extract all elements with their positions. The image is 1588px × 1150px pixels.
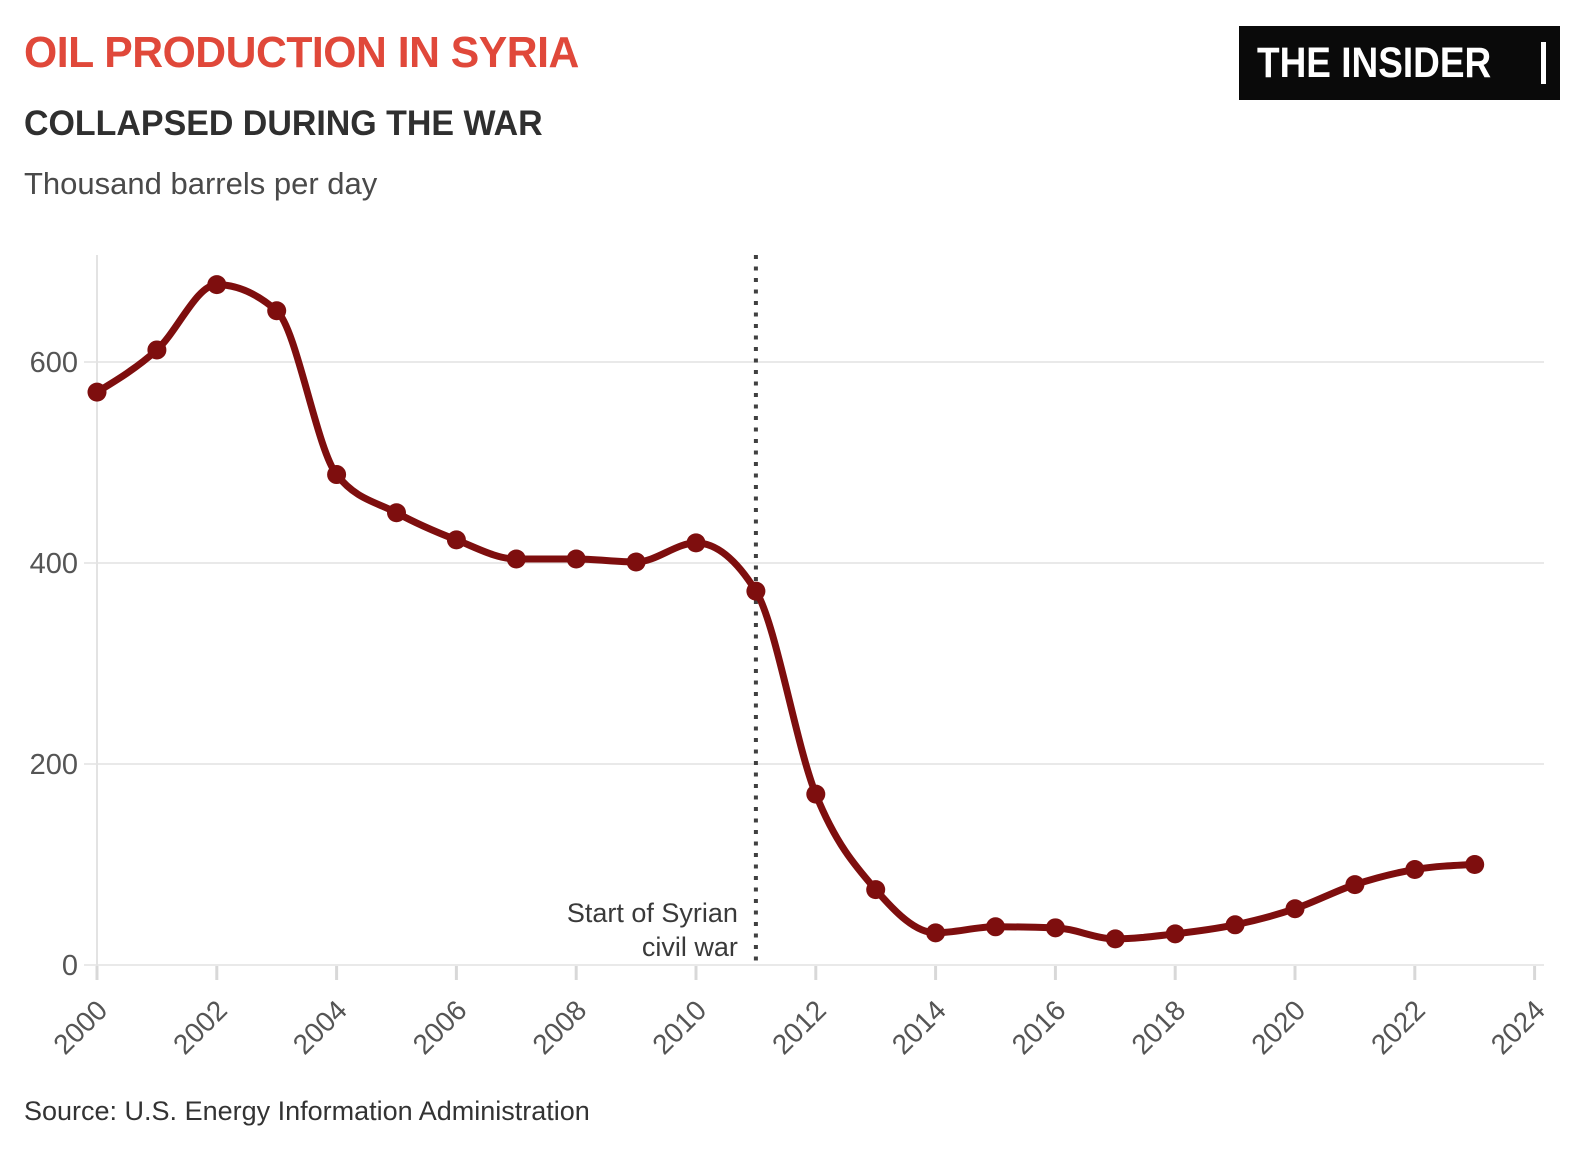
source-credit: Source: U.S. Energy Information Administ… xyxy=(24,1096,590,1126)
data-point xyxy=(147,340,167,360)
x-tick-label: 2012 xyxy=(766,994,832,1060)
data-point xyxy=(387,503,406,523)
brand-logo: THE INSIDER xyxy=(1238,26,1560,100)
data-point xyxy=(1225,915,1245,935)
data-point xyxy=(686,533,706,553)
data-point xyxy=(1105,929,1125,949)
x-tick-label: 2018 xyxy=(1125,994,1191,1060)
y-tick-label: 200 xyxy=(30,749,78,781)
page-title: OIL PRODUCTION IN SYRIA xyxy=(24,28,579,77)
x-tick-label: 2006 xyxy=(407,994,473,1060)
data-point xyxy=(746,581,766,601)
x-tick-label: 2004 xyxy=(287,994,353,1060)
data-point xyxy=(1285,899,1305,919)
y-tick-label: 0 xyxy=(62,950,78,982)
x-tick-label: 2014 xyxy=(886,994,952,1060)
x-tick-label: 2022 xyxy=(1365,994,1431,1060)
production-line xyxy=(93,281,1479,943)
data-point xyxy=(207,275,227,295)
brand-logo-bar-icon xyxy=(1541,42,1546,84)
data-point xyxy=(446,530,466,550)
y-tick-label: 400 xyxy=(30,548,78,580)
brand-logo-text: THE INSIDER xyxy=(1256,38,1491,87)
x-tick-label: 2016 xyxy=(1006,994,1072,1060)
data-point xyxy=(1345,875,1365,895)
data-point xyxy=(566,549,586,569)
data-point xyxy=(1405,860,1425,880)
x-tick-label: 2020 xyxy=(1245,994,1311,1060)
data-point xyxy=(986,917,1005,937)
x-tick-label: 2010 xyxy=(646,994,712,1060)
data-point xyxy=(866,880,886,900)
data-point xyxy=(1045,918,1065,938)
data-point xyxy=(87,382,107,402)
x-tick-label: 2000 xyxy=(47,994,113,1060)
page-subtitle: COLLAPSED DURING THE WAR xyxy=(24,104,543,143)
data-point xyxy=(267,301,287,321)
civil-war-annotation-line: civil war xyxy=(642,932,738,962)
data-point xyxy=(806,784,826,804)
x-tick-label: 2024 xyxy=(1485,994,1551,1060)
civil-war-annotation-line: Start of Syrian xyxy=(567,898,738,928)
data-point xyxy=(926,923,946,943)
x-tick-label: 2002 xyxy=(167,994,233,1060)
data-point xyxy=(1465,855,1485,874)
unit-label: Thousand barrels per day xyxy=(24,166,378,201)
x-tick-label: 2008 xyxy=(526,994,592,1060)
data-point xyxy=(626,552,646,572)
data-point xyxy=(506,549,526,569)
data-point xyxy=(327,465,347,485)
y-tick-label: 600 xyxy=(30,347,78,379)
data-point xyxy=(1165,924,1185,944)
